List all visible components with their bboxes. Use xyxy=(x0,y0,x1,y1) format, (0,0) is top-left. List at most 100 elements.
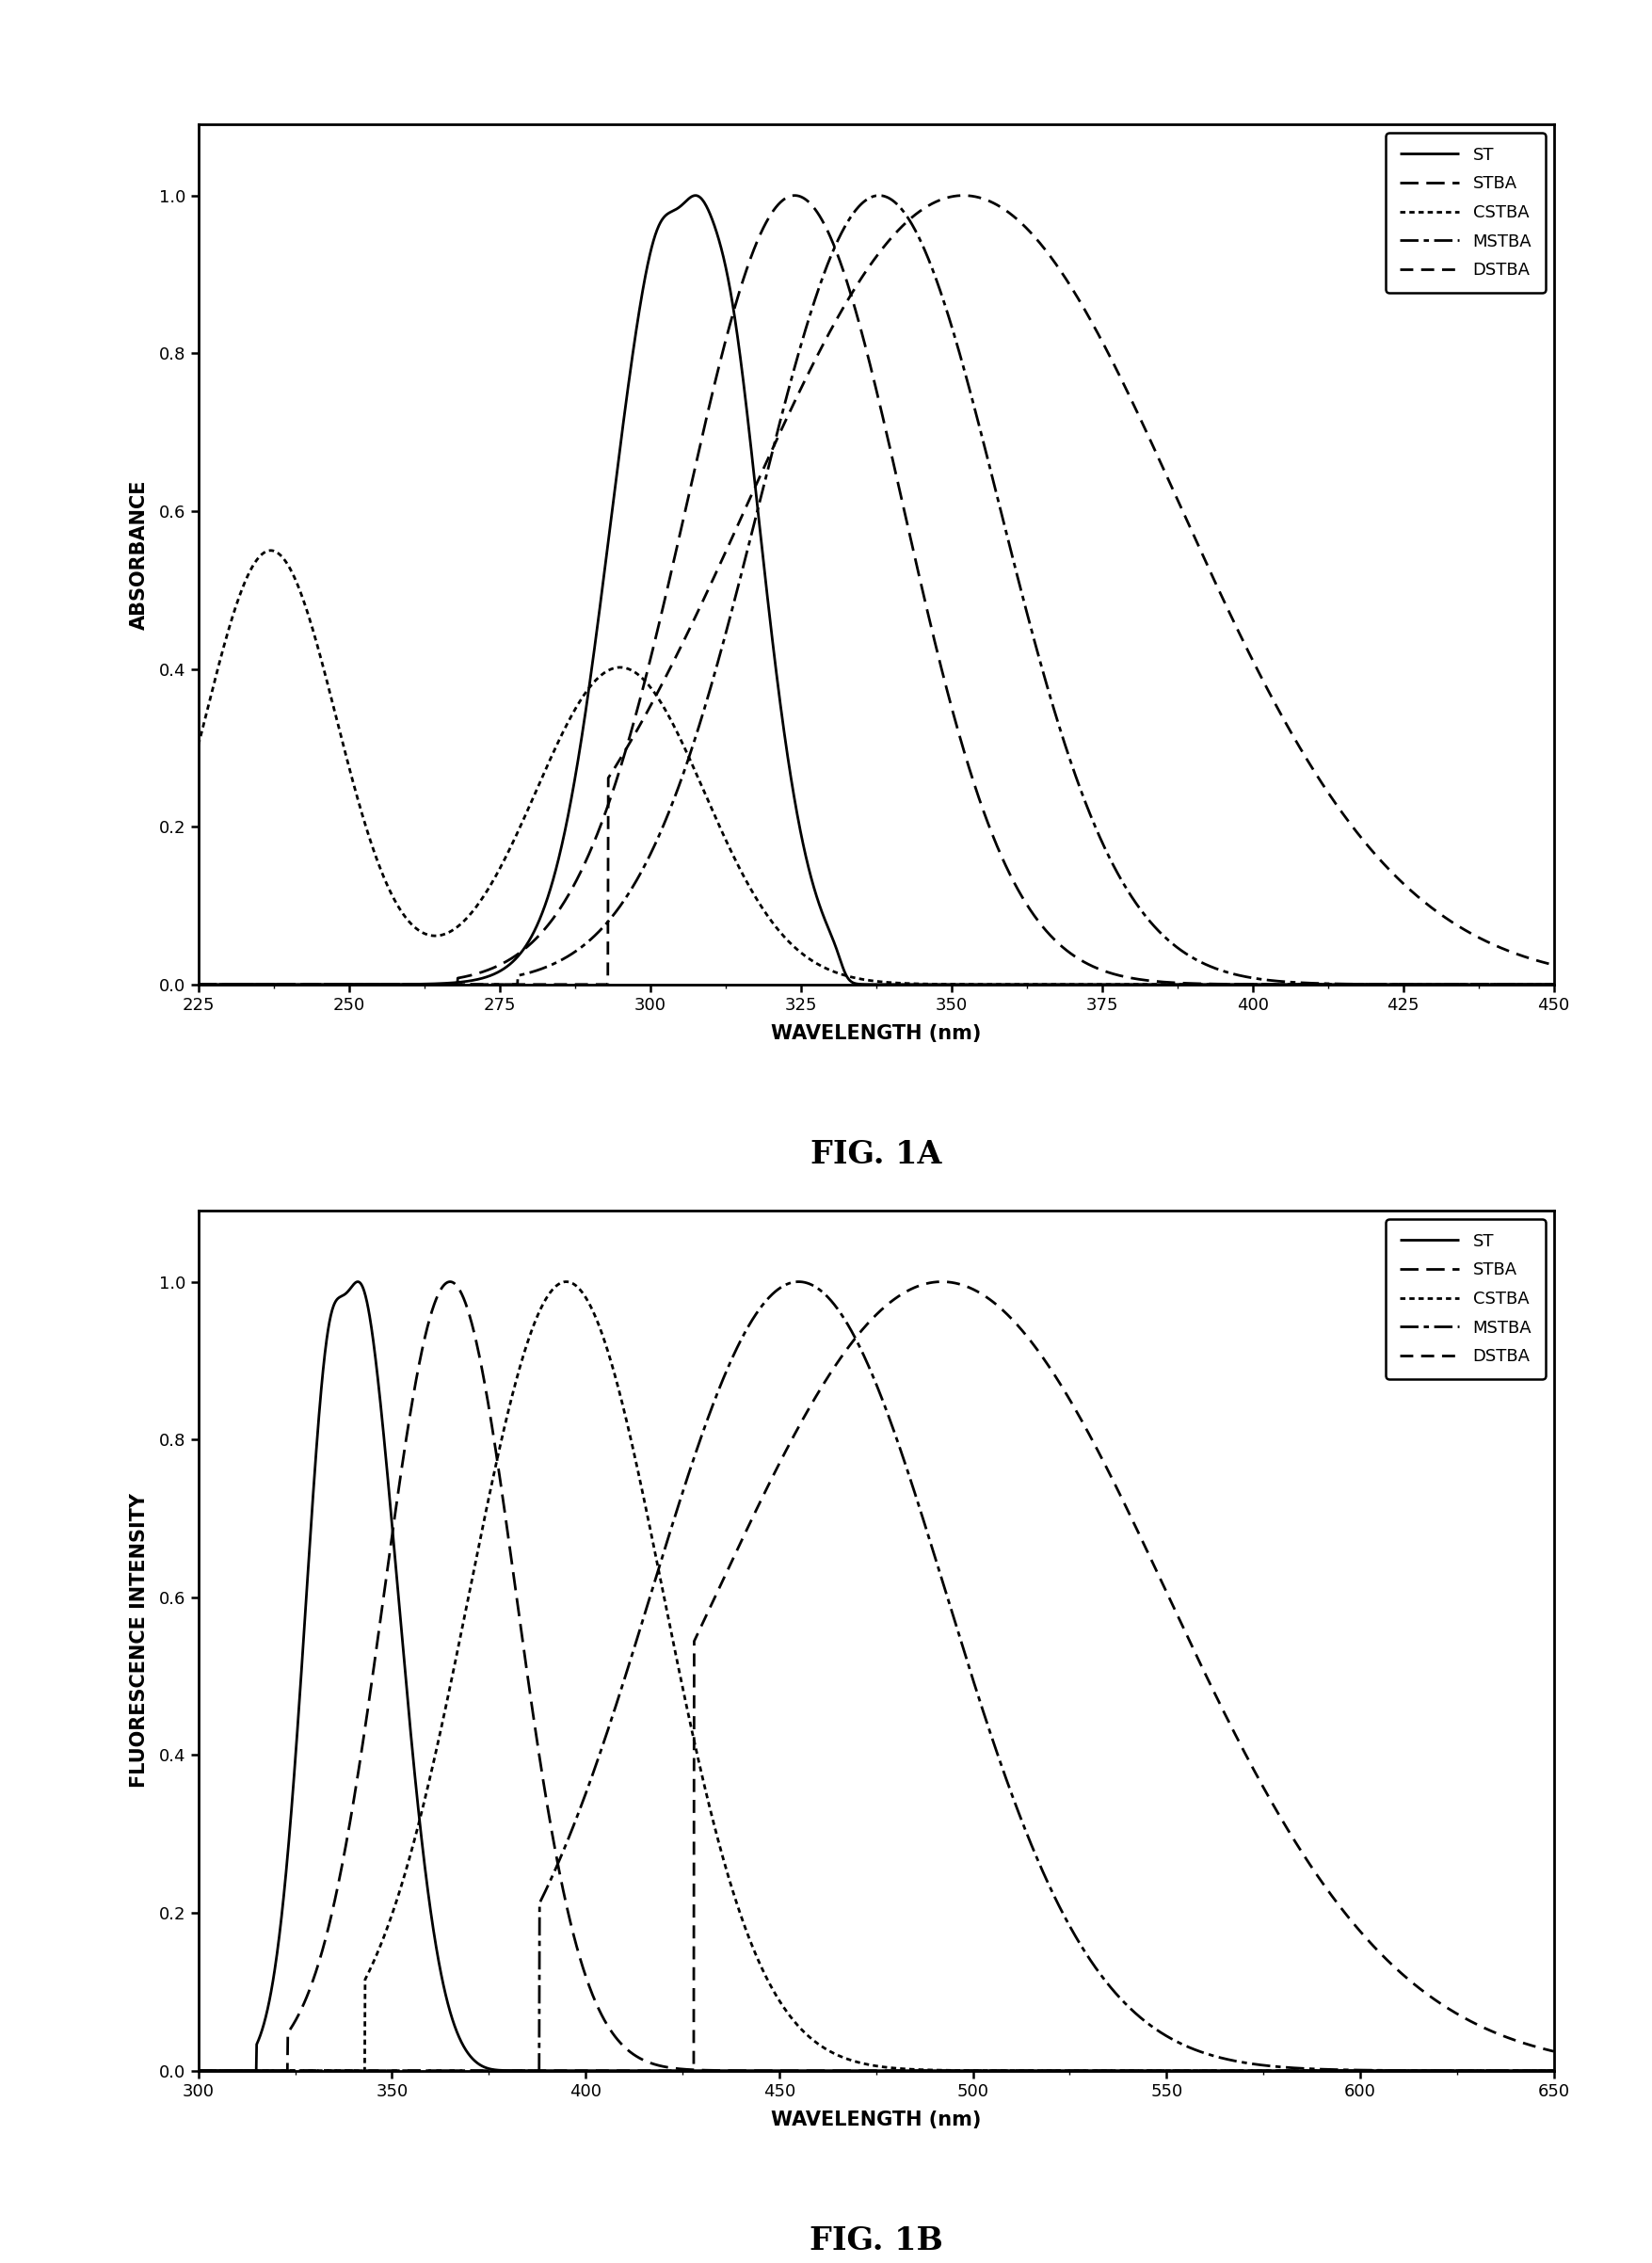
CSTBA xyxy=(557,1267,577,1294)
DSTBA xyxy=(707,1577,727,1604)
CSTBA xyxy=(1517,2057,1536,2084)
STBA xyxy=(1517,971,1536,998)
ST xyxy=(1543,971,1563,998)
STBA xyxy=(1371,2057,1391,2084)
STBA xyxy=(423,1292,443,1319)
DSTBA xyxy=(707,554,727,582)
Legend: ST, STBA, CSTBA, MSTBA, DSTBA: ST, STBA, CSTBA, MSTBA, DSTBA xyxy=(1386,1220,1545,1378)
ST xyxy=(1543,2057,1563,2084)
Y-axis label: ABSORBANCE: ABSORBANCE xyxy=(131,480,149,629)
Line: ST: ST xyxy=(198,1281,1553,2071)
DSTBA xyxy=(1543,2037,1563,2064)
Line: ST: ST xyxy=(198,195,1553,984)
Line: DSTBA: DSTBA xyxy=(198,1281,1553,2071)
CSTBA xyxy=(767,1985,786,2012)
ST xyxy=(188,971,208,998)
MSTBA xyxy=(767,1276,786,1303)
MSTBA xyxy=(1517,971,1536,998)
DSTBA xyxy=(1371,849,1391,876)
MSTBA xyxy=(707,1378,727,1405)
ST xyxy=(423,1919,443,1946)
DSTBA xyxy=(188,2057,208,2084)
DSTBA xyxy=(423,971,443,998)
Line: CSTBA: CSTBA xyxy=(198,550,1553,984)
CSTBA xyxy=(1517,971,1536,998)
STBA xyxy=(1371,971,1391,998)
STBA xyxy=(1543,2057,1563,2084)
MSTBA xyxy=(423,2057,443,2084)
Legend: ST, STBA, CSTBA, MSTBA, DSTBA: ST, STBA, CSTBA, MSTBA, DSTBA xyxy=(1386,134,1545,292)
CSTBA xyxy=(344,769,363,797)
STBA xyxy=(188,2057,208,2084)
Line: DSTBA: DSTBA xyxy=(198,195,1553,984)
CSTBA xyxy=(1543,971,1563,998)
STBA xyxy=(188,971,208,998)
CSTBA xyxy=(423,1749,443,1776)
CSTBA xyxy=(188,2057,208,2084)
MSTBA xyxy=(767,421,786,448)
ST xyxy=(767,2057,786,2084)
ST xyxy=(1517,2057,1536,2084)
ST xyxy=(344,1272,363,1299)
CSTBA xyxy=(188,731,208,758)
ST xyxy=(767,668,786,695)
STBA xyxy=(1543,971,1563,998)
DSTBA xyxy=(767,425,786,453)
Text: FIG. 1A: FIG. 1A xyxy=(809,1138,942,1170)
STBA xyxy=(1517,2057,1536,2084)
Line: MSTBA: MSTBA xyxy=(198,1281,1553,2071)
MSTBA xyxy=(1517,2057,1536,2084)
MSTBA xyxy=(344,2057,363,2084)
CSTBA xyxy=(344,2057,363,2084)
MSTBA xyxy=(1543,971,1563,998)
ST xyxy=(344,971,363,998)
X-axis label: WAVELENGTH (nm): WAVELENGTH (nm) xyxy=(770,2111,981,2129)
CSTBA xyxy=(1371,2057,1391,2084)
DSTBA xyxy=(953,181,973,208)
ST xyxy=(1517,971,1536,998)
Line: STBA: STBA xyxy=(198,195,1553,984)
MSTBA xyxy=(188,971,208,998)
CSTBA xyxy=(423,923,443,950)
MSTBA xyxy=(188,2057,208,2084)
DSTBA xyxy=(344,2057,363,2084)
DSTBA xyxy=(767,1455,786,1482)
X-axis label: WAVELENGTH (nm): WAVELENGTH (nm) xyxy=(770,1025,981,1043)
MSTBA xyxy=(788,1267,808,1294)
MSTBA xyxy=(423,971,443,998)
STBA xyxy=(709,2057,729,2084)
Line: MSTBA: MSTBA xyxy=(198,195,1553,984)
DSTBA xyxy=(344,971,363,998)
CSTBA xyxy=(261,536,281,563)
STBA xyxy=(344,1792,363,1819)
CSTBA xyxy=(709,810,729,837)
CSTBA xyxy=(1543,2057,1563,2084)
Line: CSTBA: CSTBA xyxy=(198,1281,1553,2071)
DSTBA xyxy=(423,2057,443,2084)
ST xyxy=(709,224,729,251)
DSTBA xyxy=(1517,2030,1536,2057)
CSTBA xyxy=(1371,971,1391,998)
DSTBA xyxy=(932,1267,952,1294)
MSTBA xyxy=(1371,2057,1391,2084)
STBA xyxy=(767,2057,786,2084)
ST xyxy=(188,2057,208,2084)
STBA xyxy=(785,181,805,208)
ST xyxy=(423,971,443,998)
CSTBA xyxy=(709,1829,729,1856)
DSTBA xyxy=(1543,950,1563,978)
MSTBA xyxy=(869,181,889,208)
ST xyxy=(1371,2057,1391,2084)
STBA xyxy=(439,1267,459,1294)
Y-axis label: FLUORESCENCE INTENSITY: FLUORESCENCE INTENSITY xyxy=(131,1494,149,1788)
DSTBA xyxy=(188,971,208,998)
STBA xyxy=(344,971,363,998)
STBA xyxy=(767,192,786,220)
ST xyxy=(709,2057,729,2084)
STBA xyxy=(707,355,727,382)
DSTBA xyxy=(1371,1942,1391,1969)
STBA xyxy=(423,971,443,998)
ST xyxy=(349,1267,368,1294)
ST xyxy=(686,181,705,208)
DSTBA xyxy=(1517,944,1536,971)
